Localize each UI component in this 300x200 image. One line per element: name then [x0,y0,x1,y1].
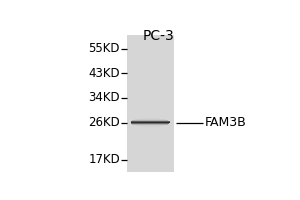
Text: FAM3B: FAM3B [205,116,247,129]
Text: 26KD: 26KD [88,116,120,129]
Bar [127,35,173,172]
Text: 43KD: 43KD [88,67,120,80]
Text: 34KD: 34KD [88,91,120,104]
Text: PC-3: PC-3 [142,29,174,43]
Text: 55KD: 55KD [88,42,120,55]
Text: 17KD: 17KD [88,153,120,166]
